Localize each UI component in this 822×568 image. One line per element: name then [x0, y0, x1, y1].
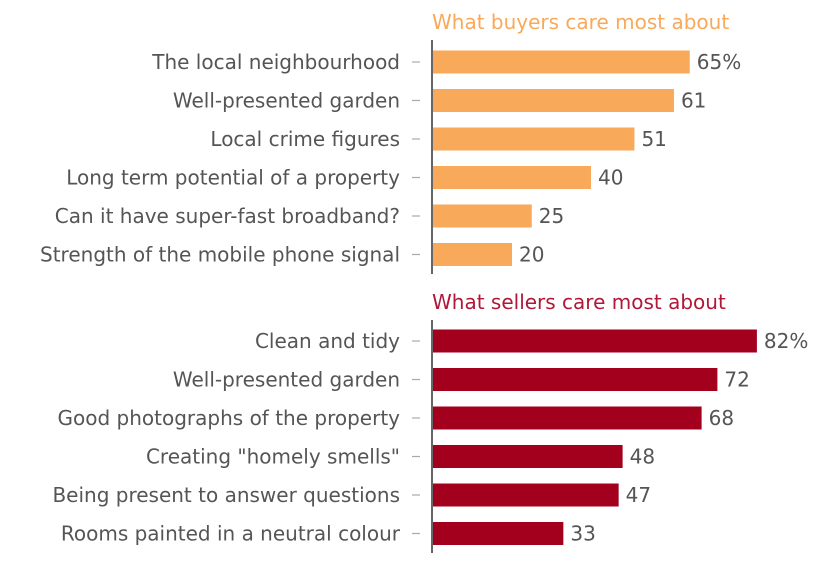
bar	[433, 445, 623, 468]
bar	[433, 406, 702, 430]
category-label: Good photographs of the property	[58, 406, 401, 430]
value-label: 40	[598, 166, 623, 190]
category-label: Clean and tidy	[255, 329, 400, 353]
category-label: Strength of the mobile phone signal	[40, 243, 400, 267]
category-label: Creating "homely smells"	[146, 445, 400, 469]
bar	[433, 50, 690, 74]
chart-panel-0: What buyers care most about The local nei…	[40, 10, 741, 274]
bar	[433, 522, 564, 545]
bar	[433, 329, 757, 353]
value-label: 20	[519, 243, 544, 267]
value-label: 68	[709, 406, 734, 430]
bar	[433, 243, 512, 266]
value-label: 51	[641, 127, 666, 151]
bar	[433, 483, 619, 507]
bar	[433, 127, 635, 151]
value-label: 72	[724, 368, 749, 392]
value-label: 65%	[697, 50, 741, 74]
value-label: 61	[681, 89, 706, 113]
category-label: Local crime figures	[210, 127, 400, 151]
value-label: 25	[539, 204, 564, 228]
chart-title: What sellers care most about	[432, 290, 726, 314]
value-label: 48	[630, 445, 655, 469]
value-label: 82%	[764, 329, 808, 353]
chart-panel-1: What sellers care most about Clean and ti…	[52, 290, 808, 553]
bar	[433, 166, 591, 189]
category-label: Can it have super-fast broadband?	[55, 204, 400, 228]
category-label: Well-presented garden	[173, 368, 400, 392]
category-label: The local neighbourhood	[151, 50, 400, 74]
chart-title: What buyers care most about	[432, 10, 729, 34]
bar	[433, 368, 718, 391]
bar	[433, 204, 532, 228]
value-label: 47	[626, 483, 651, 507]
category-label: Being present to answer questions	[52, 483, 400, 507]
category-label: Long term potential of a property	[66, 166, 400, 190]
category-label: Rooms painted in a neutral colour	[61, 522, 401, 546]
category-label: Well-presented garden	[173, 89, 400, 113]
bar	[433, 89, 674, 112]
value-label: 33	[570, 522, 595, 546]
